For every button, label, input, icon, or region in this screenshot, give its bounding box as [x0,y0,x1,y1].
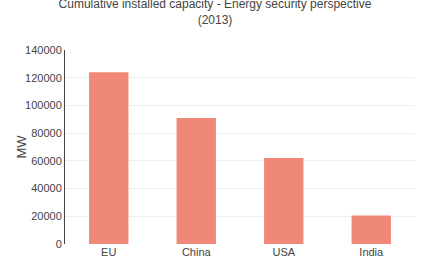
svg-text:0: 0 [56,238,62,250]
svg-text:40000: 40000 [31,182,62,194]
svg-text:MW: MW [14,135,29,159]
svg-text:80000: 80000 [31,127,62,139]
svg-text:60000: 60000 [31,155,62,167]
svg-text:Cumulative installed capacity: Cumulative installed capacity - Energy s… [59,0,372,27]
svg-text:100000: 100000 [25,99,62,111]
svg-text:India: India [359,246,384,258]
svg-text:China: China [182,246,212,258]
svg-text:20000: 20000 [31,210,62,222]
svg-text:EU: EU [101,246,116,258]
svg-text:120000: 120000 [25,72,62,84]
svg-text:USA: USA [272,246,295,258]
svg-text:140000: 140000 [25,44,62,56]
